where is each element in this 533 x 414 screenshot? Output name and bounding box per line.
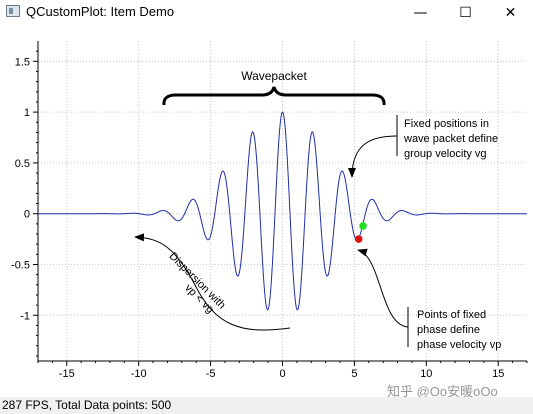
y-tick-label: -0.5: [11, 259, 30, 271]
watermark: 知乎 @Oo安暖oOo: [387, 384, 498, 399]
phase-velocity-arrow: [357, 248, 409, 328]
x-tick-label: 0: [279, 368, 285, 380]
window-title: QCustomPlot: Item Demo: [26, 4, 175, 19]
group-point-marker: [359, 222, 367, 230]
dispersion-arrow: [134, 233, 291, 331]
status-bar: 287 FPS, Total Data points: 500: [0, 397, 533, 414]
group-velocity-arrow: [348, 135, 398, 178]
x-tick-label: 15: [492, 368, 504, 380]
title-bar: QCustomPlot: Item Demo — ☐ ✕: [0, 0, 533, 25]
y-tick-label: 0.5: [15, 158, 30, 170]
group-velocity-label-line: wave packet define: [403, 133, 498, 145]
close-button[interactable]: ✕: [504, 4, 517, 21]
x-tick-label: -5: [206, 368, 216, 380]
x-tick-label: 10: [420, 368, 432, 380]
status-text: 287 FPS, Total Data points: 500: [2, 398, 172, 412]
phase-velocity-label-line: phase velocity vp: [417, 339, 501, 351]
wavepacket-label: Wavepacket: [241, 69, 307, 83]
phase-point-marker: [354, 235, 363, 243]
y-tick-label: 0: [24, 209, 30, 221]
group-velocity-label-line: Fixed positions in: [404, 118, 489, 130]
phase-velocity-label-line: phase define: [417, 324, 480, 336]
plot-area[interactable]: -15 -10 -5 0 5 10 15 -1 -0.5 0 0.5 1 1.5 Wavepacket Fi…: [0, 25, 533, 397]
wave-series-line: [38, 111, 527, 311]
minimize-button[interactable]: —: [413, 4, 428, 21]
y-tick-label: 1.5: [15, 56, 30, 68]
maximize-button[interactable]: ☐: [459, 4, 472, 21]
x-tick-label: -15: [59, 368, 75, 380]
wavepacket-bracket: [162, 86, 386, 106]
phase-velocity-label-line: Points of fixed: [417, 309, 486, 321]
app-icon: [6, 5, 20, 17]
x-tick-label: 5: [351, 368, 357, 380]
x-tick-label: -10: [131, 368, 147, 380]
group-velocity-label-line: group velocity vg: [404, 148, 487, 160]
plot-canvas[interactable]: -15 -10 -5 0 5 10 15 -1 -0.5 0 0.5 1 1.5 Wavepacket Fi…: [0, 25, 533, 397]
y-tick-label: 1: [24, 107, 30, 119]
y-tick-label: -1: [20, 310, 30, 322]
